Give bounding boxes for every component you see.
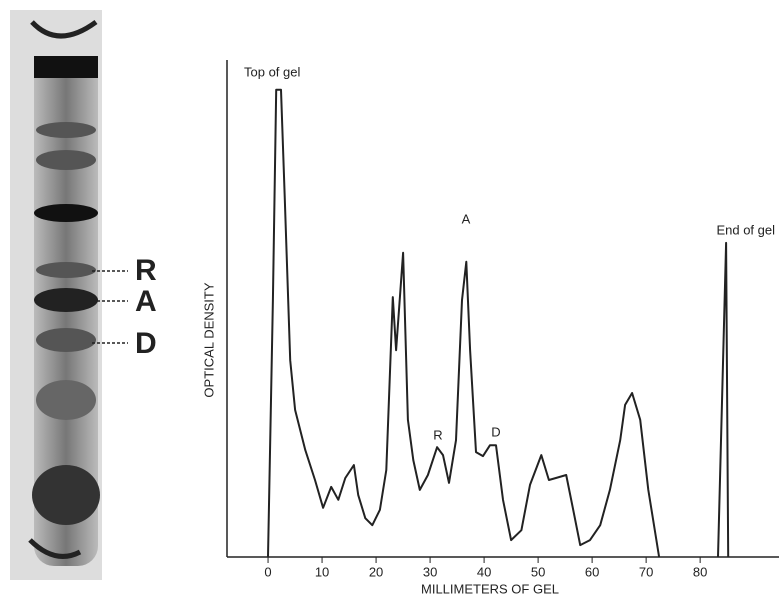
annotation: D bbox=[491, 424, 500, 439]
x-tick-label: 20 bbox=[369, 564, 383, 579]
x-axis-label: MILLIMETERS OF GEL bbox=[421, 581, 559, 596]
x-tick-label: 60 bbox=[585, 564, 599, 579]
gel-label: R bbox=[135, 254, 157, 287]
x-tick-label: 30 bbox=[423, 564, 437, 579]
annotation: End of gel bbox=[716, 222, 775, 237]
y-axis-label: OPTICAL DENSITY bbox=[201, 282, 216, 397]
figure: R A D MILLIMETERS OF GEL OPTICAL DENSITY… bbox=[0, 0, 779, 601]
density-trace bbox=[268, 90, 728, 557]
x-tick-label: 50 bbox=[531, 564, 545, 579]
gel-label: A bbox=[135, 285, 157, 318]
x-tick-label: 80 bbox=[693, 564, 707, 579]
x-tick-label: 70 bbox=[639, 564, 653, 579]
annotation: R bbox=[433, 427, 442, 442]
gel-image bbox=[10, 10, 128, 580]
annotation: Top of gel bbox=[244, 64, 300, 79]
x-tick-label: 40 bbox=[477, 564, 491, 579]
x-tick-label: 10 bbox=[315, 564, 329, 579]
gel-label: D bbox=[135, 327, 157, 360]
annotation: A bbox=[462, 211, 471, 226]
x-tick-label: 0 bbox=[264, 564, 271, 579]
